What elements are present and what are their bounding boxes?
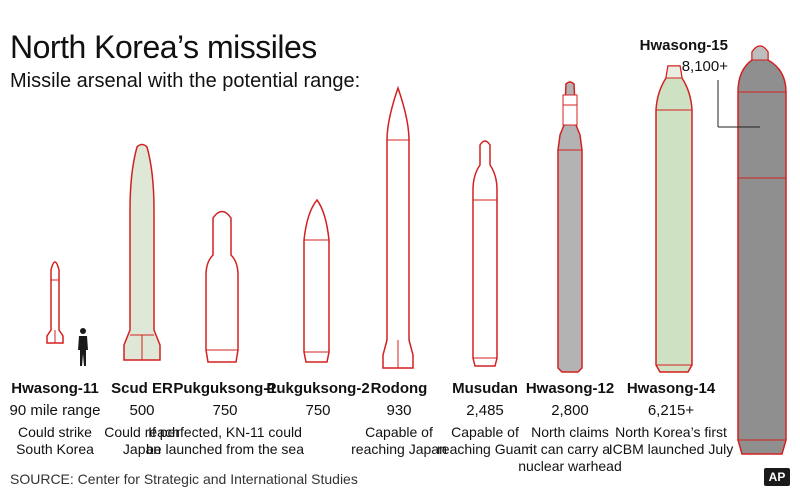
missile-hwasong-14 — [655, 65, 693, 373]
missile-rodong — [382, 85, 414, 369]
label-hwasong-14: Hwasong-14 6,215+ North Korea’s first IC… — [601, 380, 741, 458]
source-note: SOURCE: Center for Strategic and Interna… — [10, 471, 358, 487]
missile-range: 500 — [129, 402, 155, 419]
missile-note: If perfected, KN-11 could be launched fr… — [146, 424, 304, 457]
label-hwasong-15: Hwasong-15 8,100+ — [640, 37, 728, 76]
label-scud-er: Scud ER 500 Could reach Japan — [77, 380, 207, 458]
person-icon — [78, 328, 88, 366]
ap-logo: AP — [764, 468, 790, 486]
missile-name: Rodong — [370, 380, 428, 397]
chart-subtitle: Missile arsenal with the potential range… — [10, 70, 361, 92]
missile-name: Hwasong-14 — [626, 380, 716, 397]
missile-name: Pukguksong-2 — [266, 380, 370, 397]
missile-hwasong-15 — [737, 45, 787, 455]
missile-range: 750 — [212, 402, 238, 419]
missile-range: 2,800 — [551, 402, 589, 419]
missile-scud-er — [123, 143, 161, 361]
missile-hwasong-11 — [46, 261, 64, 344]
label-hwasong-12: Hwasong-12 2,800 North claims it can car… — [505, 380, 635, 475]
missile-name: Pukguksong-1 — [173, 380, 277, 397]
missile-note: North Korea’s first ICBM launched July — [608, 424, 734, 457]
missile-range: 750 — [305, 402, 331, 419]
missile-pukguksong-1 — [205, 210, 239, 363]
missile-note: Capable of reaching Guam — [437, 424, 533, 457]
missile-range: 930 — [386, 402, 412, 419]
missile-name: Musudan — [452, 380, 518, 397]
label-hwasong-11: Hwasong-11 90 mile range Could strike So… — [0, 380, 120, 458]
label-pukguksong-1: Pukguksong-1 750 If perfected, KN-11 cou… — [135, 380, 315, 458]
missile-name: Hwasong-11 — [11, 380, 99, 397]
label-pukguksong-2: Pukguksong-2 750 — [253, 380, 383, 424]
missile-hwasong-12 — [557, 81, 583, 373]
missile-pukguksong-2 — [303, 198, 330, 363]
label-rodong: Rodong 930 Capable of reaching Japan — [334, 380, 464, 458]
missile-note: Capable of reaching Japan — [351, 424, 447, 457]
missile-note: Could reach Japan — [104, 424, 180, 457]
missile-range: 8,100+ — [681, 58, 728, 75]
missile-name: Hwasong-15 — [639, 37, 728, 54]
hwasong-15-leader-line — [717, 80, 760, 128]
missile-name: Hwasong-12 — [525, 380, 615, 397]
missile-range: 6,215+ — [647, 402, 695, 419]
missile-note: Could strike South Korea — [16, 424, 94, 457]
label-musudan: Musudan 2,485 Capable of reaching Guam — [420, 380, 550, 458]
missile-range: 2,485 — [466, 402, 504, 419]
missile-name: Scud ER — [111, 380, 173, 397]
missile-note: North claims it can carry a nuclear warh… — [518, 424, 622, 474]
chart-title: North Korea’s missiles — [10, 29, 317, 65]
missile-range: 90 mile range — [9, 402, 101, 419]
missile-musudan — [472, 140, 498, 367]
